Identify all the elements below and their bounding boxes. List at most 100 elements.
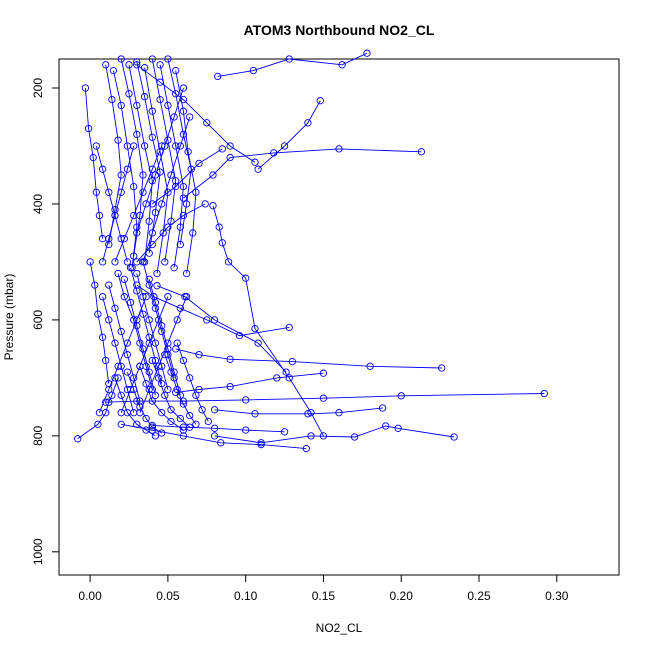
data-point: [172, 66, 180, 75]
data-point: [130, 252, 138, 260]
data-point: [304, 119, 312, 127]
data-point: [158, 409, 166, 417]
profile-line: [152, 148, 223, 205]
data-point: [280, 428, 289, 436]
profile-series: [172, 66, 200, 278]
profile-series: [148, 421, 289, 436]
profile-line: [214, 425, 455, 444]
data-point: [126, 298, 135, 307]
data-point: [335, 409, 343, 417]
data-point: [167, 417, 175, 426]
data-point: [242, 426, 250, 434]
profile-series: [148, 145, 226, 208]
y-tick-label: 600: [31, 310, 45, 330]
data-point: [251, 324, 259, 333]
data-point: [145, 339, 153, 347]
x-axis-label: NO2_CL: [316, 621, 363, 635]
data-point: [226, 153, 234, 162]
profile-line: [102, 296, 135, 413]
data-point: [151, 298, 160, 307]
data-point: [192, 420, 200, 428]
profile-series: [92, 142, 132, 266]
data-point: [210, 424, 219, 432]
data-point: [164, 351, 172, 359]
data-point: [450, 433, 458, 441]
data-point: [397, 392, 405, 400]
data-point: [417, 148, 426, 156]
data-point: [316, 97, 324, 105]
data-point: [117, 391, 125, 399]
profile-series: [164, 55, 195, 249]
data-point: [89, 153, 97, 162]
profile-series: [145, 275, 184, 399]
data-point: [307, 409, 315, 417]
data-point: [172, 90, 180, 98]
data-point: [319, 369, 328, 377]
data-point: [123, 351, 132, 359]
data-point: [350, 433, 359, 441]
data-point: [179, 107, 188, 115]
data-point: [203, 119, 211, 127]
profile-line: [112, 70, 138, 268]
profile-line: [120, 296, 169, 413]
data-point: [111, 304, 119, 312]
data-point: [142, 200, 150, 208]
data-point: [167, 217, 175, 225]
data-point: [226, 355, 234, 363]
profile-line: [120, 58, 144, 257]
data-point: [179, 211, 188, 220]
y-tick-label: 1000: [31, 538, 45, 565]
profile-line: [175, 70, 197, 274]
data-point: [133, 316, 141, 324]
data-point: [105, 316, 113, 324]
profile-line: [123, 279, 156, 396]
profile-line: [136, 203, 206, 263]
data-point: [148, 107, 156, 115]
profile-series: [102, 61, 125, 249]
data-point: [270, 149, 278, 157]
y-tick-label: 400: [31, 194, 45, 214]
data-point: [186, 374, 194, 382]
data-point: [179, 356, 188, 365]
data-point: [142, 426, 150, 434]
x-tick-label: 0.05: [156, 589, 180, 603]
data-point: [251, 158, 259, 166]
profile-line: [105, 64, 122, 245]
data-point: [151, 171, 160, 179]
profile-series: [86, 258, 113, 388]
profile-line: [214, 407, 383, 415]
data-point: [133, 61, 141, 69]
data-point: [182, 293, 191, 301]
data-point: [167, 171, 175, 179]
data-point: [145, 316, 153, 324]
y-tick-label: 200: [31, 78, 45, 98]
data-point: [217, 439, 225, 447]
data-point: [167, 406, 175, 414]
profile-line: [148, 279, 181, 396]
data-point: [117, 188, 125, 196]
data-point: [120, 235, 128, 243]
data-point: [133, 322, 141, 330]
profile-line: [117, 273, 153, 390]
data-point: [148, 55, 156, 63]
data-point: [307, 432, 315, 440]
profile-line: [136, 273, 169, 390]
data-point: [94, 420, 102, 428]
data-point: [102, 61, 110, 69]
data-point: [139, 258, 147, 266]
data-point: [105, 281, 113, 289]
data-point: [179, 432, 188, 440]
data-point: [164, 55, 172, 63]
chart-title: ATOM3 Northbound NO2_CL: [244, 22, 435, 38]
data-point: [91, 281, 99, 289]
data-point: [438, 364, 446, 372]
data-point: [105, 188, 113, 196]
data-point: [148, 421, 156, 430]
data-point: [111, 339, 119, 347]
data-point: [133, 130, 141, 139]
profile-line: [159, 64, 184, 268]
x-tick-label: 0.25: [467, 589, 491, 603]
data-point: [304, 410, 312, 418]
data-point: [319, 394, 328, 402]
